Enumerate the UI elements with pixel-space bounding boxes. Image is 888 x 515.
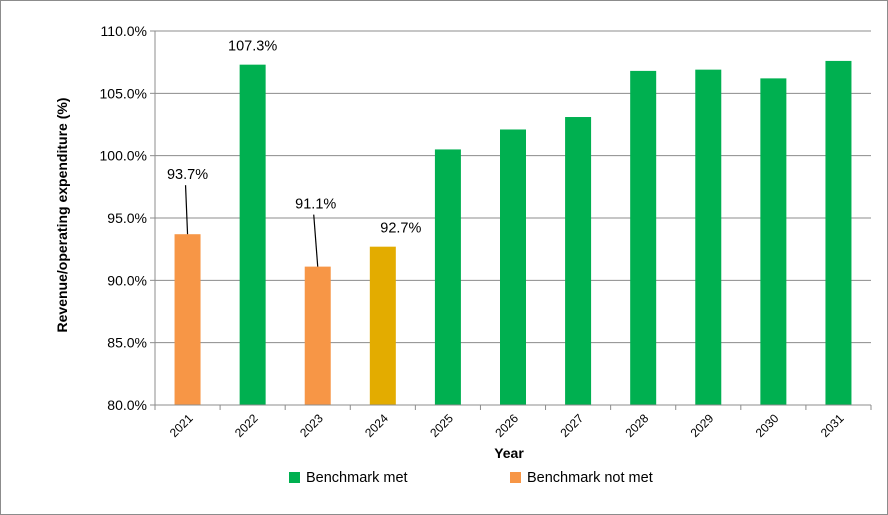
x-tick-label: 2024 xyxy=(362,411,391,440)
legend: Benchmark met Benchmark not met xyxy=(289,470,653,486)
x-tick-label: 2028 xyxy=(623,411,652,440)
bar-2024 xyxy=(369,246,396,405)
x-tick-label: 2021 xyxy=(167,411,196,440)
data-label: 93.7% xyxy=(167,167,208,183)
bar-2025 xyxy=(434,149,461,405)
x-tick-label: 2029 xyxy=(688,411,717,440)
legend-label: Benchmark met xyxy=(306,470,408,486)
legend-label: Benchmark not met xyxy=(527,470,653,486)
bar-2028 xyxy=(630,70,657,405)
leader-line xyxy=(313,214,319,267)
y-tick-label: 110.0% xyxy=(101,23,147,39)
x-axis-ticks: 2021 2022 2023 2024 2025 2026 2027 2028 2029 2030… xyxy=(154,405,872,440)
y-tick-label: 105.0% xyxy=(100,85,147,101)
x-tick-label: 2023 xyxy=(297,411,326,440)
bar-2029 xyxy=(695,69,722,405)
data-labels: 93.7% 107.3% 91.1% 92.7% xyxy=(167,39,421,267)
x-tick-label: 2027 xyxy=(557,411,586,440)
x-axis-title: Year xyxy=(494,445,524,461)
legend-swatch xyxy=(289,472,300,483)
y-tick-label: 85.0% xyxy=(107,335,147,351)
axes xyxy=(154,31,871,406)
data-label: 91.1% xyxy=(295,197,336,213)
bar-2030 xyxy=(760,78,787,405)
y-tick-label: 90.0% xyxy=(107,272,147,288)
bars xyxy=(174,60,852,406)
leader-line xyxy=(184,185,189,235)
y-tick-label: 100.0% xyxy=(100,148,147,164)
y-axis-title: Revenue/operating expenditure (%) xyxy=(54,98,70,333)
x-tick-label: 2026 xyxy=(492,411,521,440)
x-tick-label: 2025 xyxy=(427,411,456,440)
bar-2021 xyxy=(174,234,201,405)
data-label: 92.7% xyxy=(380,221,421,237)
y-axis-ticks: 80.0% 85.0% 90.0% 95.0% 100.0% 105.0% 110.0% xyxy=(100,23,155,413)
bar-2022 xyxy=(239,64,266,405)
bar-2027 xyxy=(565,117,592,406)
x-tick-label: 2031 xyxy=(818,411,847,440)
y-tick-label: 95.0% xyxy=(107,210,147,226)
data-label: 107.3% xyxy=(228,39,277,55)
x-tick-label: 2030 xyxy=(753,411,782,440)
legend-swatch xyxy=(510,472,521,483)
bar-2026 xyxy=(500,129,526,405)
bar-2023 xyxy=(304,266,331,405)
x-tick-label: 2022 xyxy=(232,411,261,440)
bar-2031 xyxy=(825,60,852,406)
y-tick-label: 80.0% xyxy=(107,397,147,413)
